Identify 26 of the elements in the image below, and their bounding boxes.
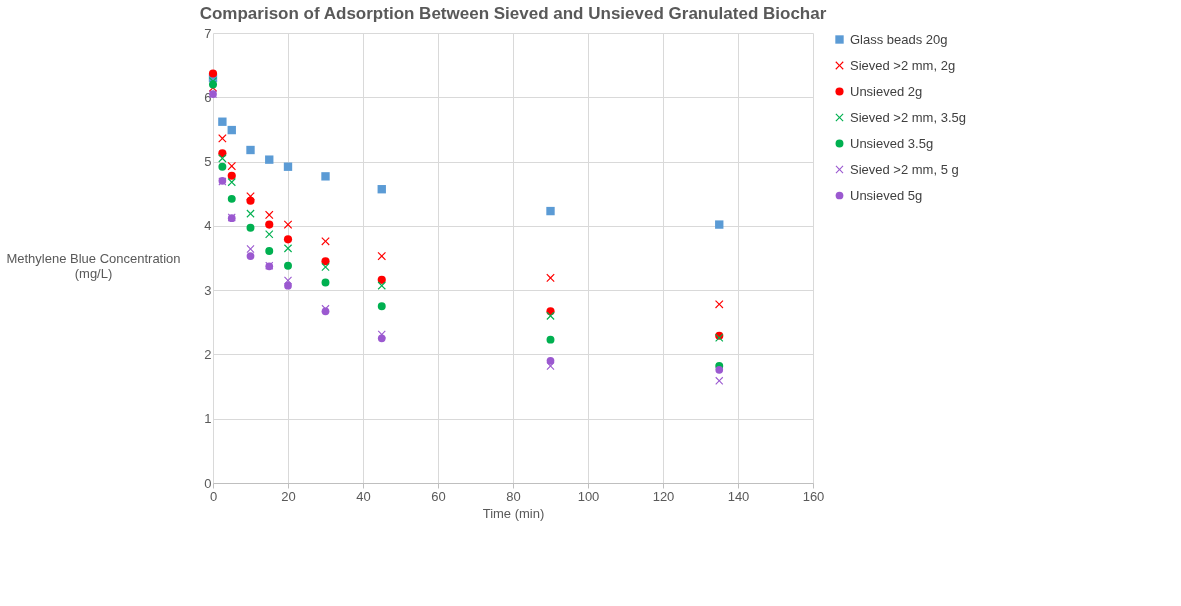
x-tick-label: 80 bbox=[506, 488, 521, 504]
x-tick-label: 160 bbox=[802, 488, 825, 504]
y-tick-label: 2 bbox=[204, 346, 212, 362]
legend-label: Sieved >2 mm, 5 g bbox=[850, 161, 959, 177]
legend-label: Sieved >2 mm, 3.5g bbox=[850, 109, 966, 125]
x-tick-label: 40 bbox=[356, 488, 371, 504]
x-tick-label: 60 bbox=[431, 488, 446, 504]
x-tick-label: 20 bbox=[281, 488, 296, 504]
x-tick-label: 100 bbox=[577, 488, 600, 504]
y-tick-label: 5 bbox=[204, 154, 212, 170]
y-tick-label: 3 bbox=[204, 282, 212, 298]
chart-title: Comparison of Adsorption Between Sieved and Unsieved Granulated Biochar bbox=[199, 4, 827, 23]
x-tick-label: 120 bbox=[652, 488, 675, 504]
y-tick-label: 7 bbox=[204, 25, 212, 41]
legend-label: Unsieved 3.5g bbox=[850, 135, 934, 151]
y-axis-title: Methylene Blue Concentration (mg/L) bbox=[6, 250, 181, 281]
x-axis-title: Time (min) bbox=[482, 505, 545, 521]
x-tick-label: 140 bbox=[727, 488, 750, 504]
legend-label: Unsieved 2g bbox=[850, 83, 923, 99]
y-tick-label: 0 bbox=[204, 475, 212, 491]
y-tick-label: 1 bbox=[204, 411, 212, 427]
legend-label: Glass beads 20g bbox=[850, 31, 948, 47]
y-tick-label: 6 bbox=[204, 89, 212, 105]
legend-label: Unsieved 5g bbox=[850, 187, 923, 203]
y-tick-label: 4 bbox=[204, 218, 212, 234]
legend-label: Sieved >2 mm, 2g bbox=[850, 57, 956, 73]
